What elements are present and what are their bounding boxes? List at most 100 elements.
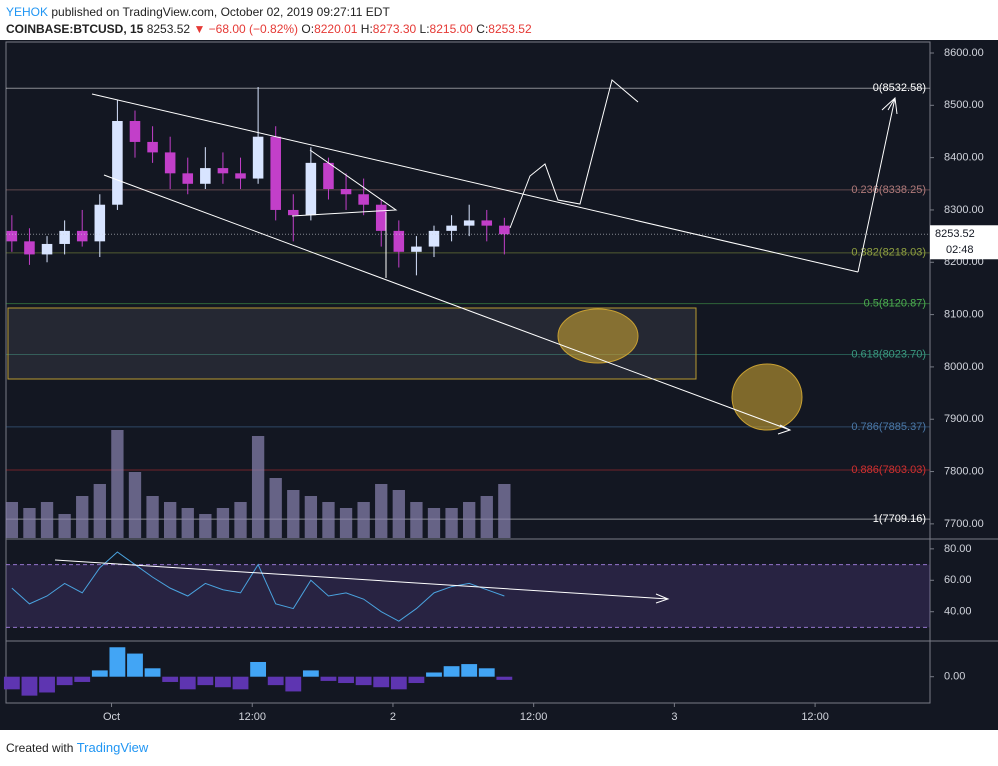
- fib-label: 0.886(7803.03): [851, 464, 926, 476]
- volume-bar: [375, 484, 388, 538]
- candle-body: [235, 173, 246, 179]
- macd-bar: [373, 676, 390, 688]
- fib-label: 0.786(7885.37): [851, 421, 926, 433]
- volume-bar: [304, 496, 318, 538]
- candle-body: [182, 173, 194, 184]
- candle-body: [112, 121, 123, 205]
- candle-body: [411, 246, 422, 252]
- fib-label: 0.236(8338.25): [851, 184, 926, 196]
- macd-bar: [390, 676, 407, 690]
- macd-bar: [285, 676, 302, 692]
- volume-bar: [40, 502, 54, 538]
- volume-bar: [58, 514, 71, 538]
- volume-bar: [216, 508, 230, 538]
- volume-bar: [251, 436, 265, 538]
- chart: 7700.007800.007900.008000.008100.008200.…: [0, 40, 998, 730]
- y-tick-label: 8500.00: [944, 99, 984, 111]
- macd-bar: [56, 676, 73, 686]
- volume-bar: [392, 490, 405, 538]
- symbol-line: COINBASE:BTCUSD, 15 8253.52 ▼ −68.00 (−0…: [6, 21, 532, 38]
- macd-bar: [127, 653, 143, 677]
- volume-bar: [146, 496, 159, 538]
- candle-body: [164, 152, 176, 174]
- arrow-path: [509, 79, 639, 229]
- rsi-tick-label: 40.00: [944, 606, 972, 618]
- x-tick-label: 12:00: [801, 711, 829, 723]
- candle-body: [323, 162, 334, 190]
- macd-bar: [197, 676, 214, 686]
- fib-label: 0.382(8218.03): [851, 247, 926, 259]
- macd-bar: [179, 676, 196, 690]
- candle-body: [217, 168, 229, 174]
- ohlc-label: L:: [419, 22, 430, 36]
- volume-bar: [463, 502, 476, 538]
- ohlc: O:8220.01 H:8273.30 L:8215.00 C:8253.52: [301, 22, 531, 36]
- candle-body: [305, 162, 317, 216]
- last: 8253.52: [146, 22, 191, 36]
- candle-body: [24, 241, 35, 255]
- candle-body: [270, 136, 281, 210]
- candle-body: [499, 225, 510, 235]
- volume-bar: [410, 502, 423, 538]
- candle-body: [41, 243, 53, 255]
- candle-body: [252, 136, 264, 179]
- candle-body: [6, 230, 18, 242]
- symbol: COINBASE:BTCUSD, 15: [6, 22, 144, 36]
- x-tick-label: 3: [671, 711, 677, 723]
- volume-bar: [181, 508, 194, 538]
- candle-body: [375, 204, 387, 231]
- macd-bar: [162, 676, 179, 682]
- macd-bar: [232, 676, 249, 690]
- volume-bar: [498, 484, 511, 538]
- macd-bar: [496, 676, 513, 680]
- y-tick-label: 7800.00: [944, 465, 984, 477]
- volume-bar: [480, 496, 493, 538]
- arrow-head: [655, 593, 670, 604]
- volume-bar: [23, 508, 36, 538]
- rsi-trendline: [54, 559, 669, 600]
- ohlc-value: 8273.30: [372, 22, 417, 36]
- candle-body: [147, 141, 158, 153]
- ohlc-label: O:: [301, 22, 315, 36]
- macd-bar: [302, 670, 319, 677]
- volume-bar: [199, 514, 212, 538]
- rsi-line: [11, 551, 505, 622]
- macd-bar: [267, 676, 284, 686]
- macd-bar: [3, 676, 20, 690]
- fib-label: 0.5(8120.87): [864, 298, 926, 310]
- candle-body: [340, 189, 352, 195]
- y-tick-label: 8400.00: [944, 152, 984, 164]
- candle-body: [481, 220, 493, 226]
- rsi-tick-label: 60.00: [944, 574, 972, 586]
- header: YEHOK published on TradingView.com, Octo…: [6, 4, 532, 38]
- x-tick-label: 2: [390, 711, 396, 723]
- macd-bar: [478, 668, 495, 677]
- candle-body: [358, 194, 369, 205]
- ohlc-label: C:: [476, 22, 489, 36]
- candle-body: [94, 204, 106, 242]
- ohlc-value: 8215.00: [429, 22, 473, 36]
- last-price-box: [930, 225, 998, 260]
- ohlc-value: 8253.52: [488, 22, 532, 36]
- volume-bar: [269, 478, 282, 538]
- macd-bar: [74, 676, 91, 682]
- volume-bar: [445, 508, 458, 538]
- y-tick-label: 7900.00: [944, 413, 984, 425]
- volume-bar: [164, 502, 177, 538]
- y-tick-label: 8600.00: [944, 47, 984, 59]
- macd-bar: [338, 676, 354, 684]
- macd-bar: [39, 676, 55, 693]
- macd-bar: [250, 661, 267, 677]
- macd-bar: [355, 676, 372, 686]
- x-tick-label: 12:00: [520, 711, 548, 723]
- candle-body: [76, 230, 88, 242]
- brand[interactable]: TradingView: [76, 740, 149, 755]
- macd-bar: [109, 647, 126, 677]
- footer: Created with TradingView: [6, 740, 148, 755]
- macd-bar: [144, 668, 161, 677]
- author[interactable]: YEHOK: [6, 5, 49, 19]
- published: published on TradingView.com, October 02…: [51, 5, 390, 19]
- candle-body: [59, 230, 70, 244]
- rsi-band: [6, 564, 930, 628]
